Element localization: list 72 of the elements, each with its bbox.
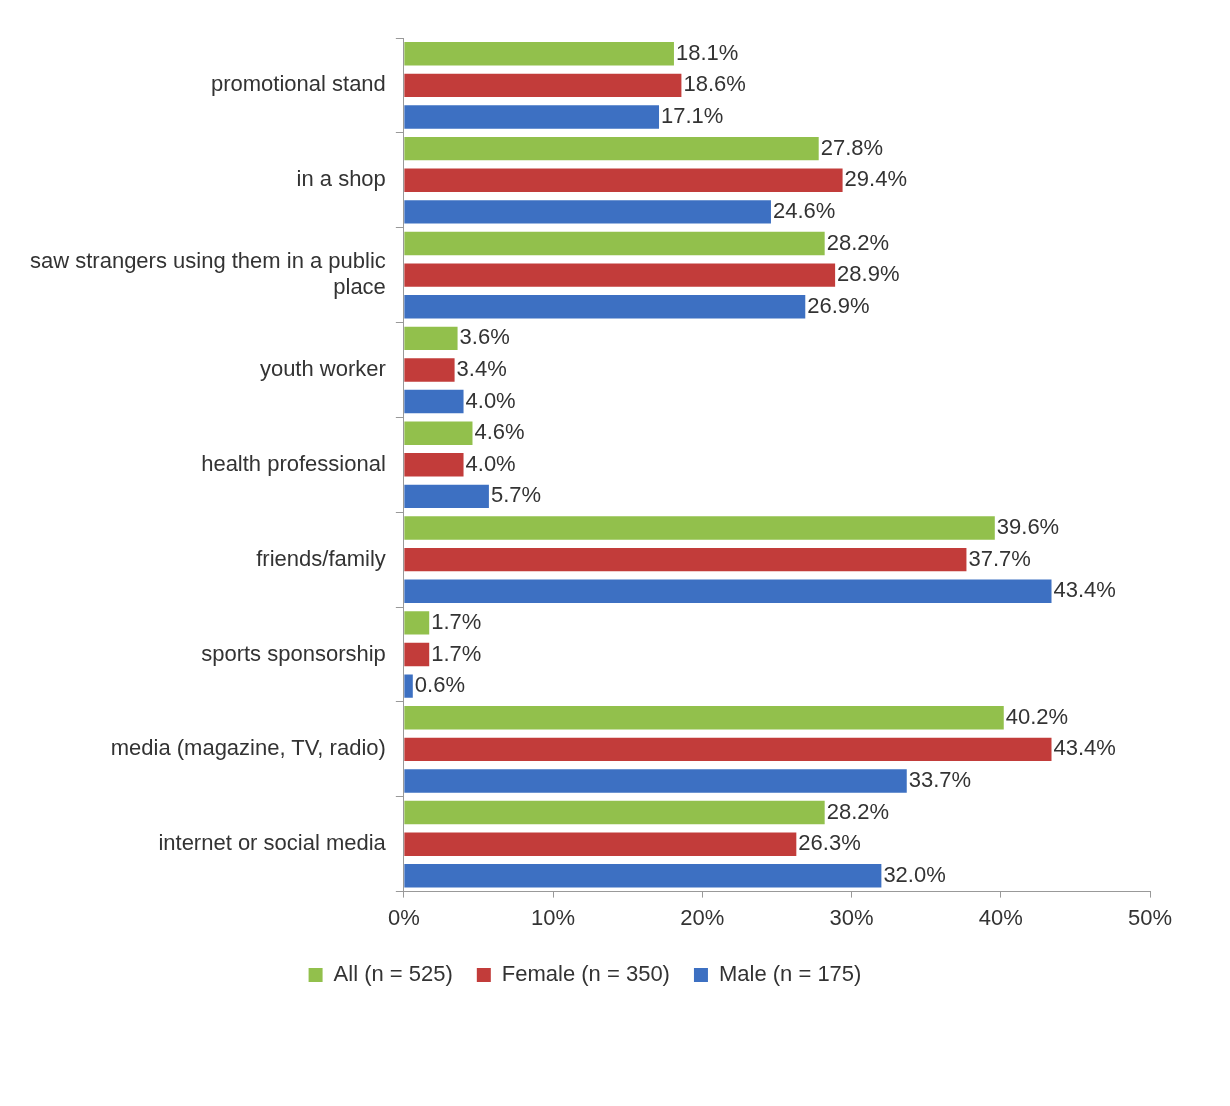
bar bbox=[404, 484, 489, 509]
bar bbox=[404, 136, 819, 161]
x-tick-label: 50% bbox=[1127, 904, 1173, 930]
data-label: 4.6% bbox=[474, 419, 525, 445]
y-tick-label: youth worker bbox=[259, 356, 386, 382]
data-label: 39.6% bbox=[996, 514, 1060, 540]
bar bbox=[404, 231, 825, 256]
data-label: 5.7% bbox=[490, 482, 542, 508]
data-label: 0.6% bbox=[414, 672, 465, 698]
data-label: 33.7% bbox=[908, 767, 972, 793]
bar bbox=[404, 358, 455, 382]
bar bbox=[404, 832, 797, 856]
bar bbox=[404, 326, 458, 351]
x-tick-label: 30% bbox=[829, 904, 874, 930]
x-tick-label: 40% bbox=[978, 904, 1023, 930]
data-label: 28.2% bbox=[826, 229, 890, 255]
bar bbox=[404, 579, 1052, 603]
y-tick-label: promotional stand bbox=[210, 71, 386, 97]
bar bbox=[404, 642, 430, 667]
bar bbox=[404, 168, 843, 192]
data-label: 4.0% bbox=[465, 450, 516, 476]
data-label: 18.6% bbox=[683, 71, 746, 97]
bar bbox=[404, 769, 907, 793]
data-label: 26.9% bbox=[807, 292, 870, 318]
data-label: 28.9% bbox=[837, 261, 900, 287]
bar bbox=[404, 706, 1004, 730]
data-label: 17.1% bbox=[661, 103, 724, 129]
bar bbox=[404, 200, 771, 224]
bar bbox=[404, 73, 682, 98]
data-label: 1.7% bbox=[431, 640, 482, 666]
bar bbox=[404, 516, 995, 540]
legend-label: All (n = 525) bbox=[333, 961, 453, 987]
bar bbox=[404, 611, 430, 635]
y-tick-label: in a shop bbox=[296, 166, 386, 192]
data-label: 27.8% bbox=[820, 134, 884, 160]
bar bbox=[404, 389, 464, 414]
bar bbox=[404, 547, 967, 572]
y-tick-label: sports sponsorship bbox=[201, 640, 386, 666]
data-label: 18.1% bbox=[675, 39, 739, 65]
data-label: 29.4% bbox=[844, 166, 907, 192]
bar bbox=[404, 674, 413, 698]
data-label: 28.2% bbox=[826, 798, 890, 824]
data-label: 40.2% bbox=[1005, 703, 1069, 729]
data-label: 26.3% bbox=[798, 830, 861, 856]
x-tick-label: 0% bbox=[387, 904, 420, 930]
bar bbox=[404, 453, 464, 477]
bar bbox=[404, 421, 473, 445]
legend-label: Male (n = 175) bbox=[718, 961, 862, 987]
bar bbox=[404, 800, 825, 825]
bar bbox=[404, 105, 660, 129]
data-label: 43.4% bbox=[1053, 735, 1116, 761]
bar bbox=[404, 864, 882, 888]
y-tick-label: internet or social media bbox=[158, 830, 387, 856]
data-label: 43.4% bbox=[1053, 577, 1116, 603]
bar bbox=[404, 295, 806, 319]
data-label: 32.0% bbox=[883, 861, 946, 887]
data-label: 1.7% bbox=[431, 608, 482, 634]
y-tick-label: saw strangers using them in a public place bbox=[29, 247, 386, 300]
bar bbox=[404, 737, 1052, 762]
bar bbox=[404, 263, 836, 287]
y-tick-label: health professional bbox=[201, 450, 386, 476]
x-tick-label: 10% bbox=[531, 904, 576, 930]
data-label: 3.4% bbox=[456, 356, 507, 382]
data-label: 4.0% bbox=[465, 387, 516, 413]
data-label: 37.7% bbox=[968, 545, 1031, 571]
data-label: 24.6% bbox=[772, 197, 836, 223]
data-label: 3.6% bbox=[459, 324, 510, 350]
bar bbox=[404, 42, 674, 66]
y-tick-label: media (magazine, TV, radio) bbox=[110, 735, 386, 761]
y-tick-label: friends/family bbox=[256, 545, 386, 571]
x-tick-label: 20% bbox=[680, 904, 725, 930]
legend-label: Female (n = 350) bbox=[501, 961, 670, 987]
